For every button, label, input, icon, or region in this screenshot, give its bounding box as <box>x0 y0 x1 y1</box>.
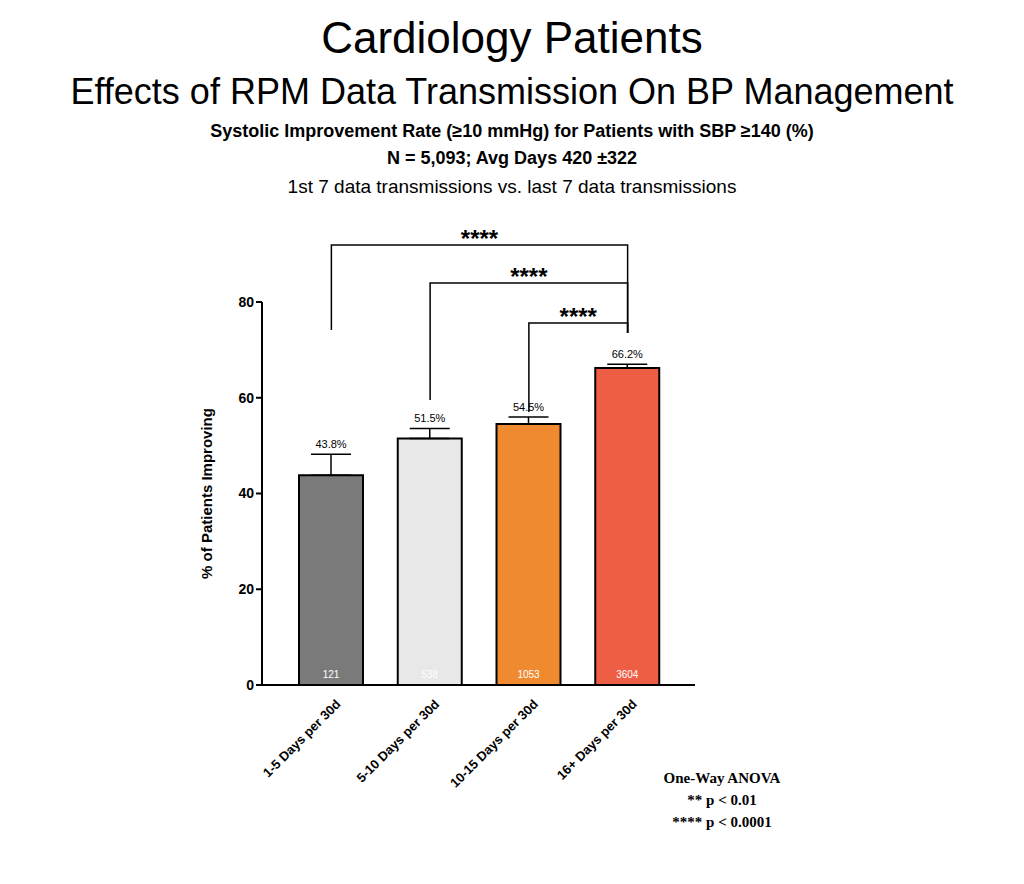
svg-text:One-Way ANOVA: One-Way ANOVA <box>664 770 781 786</box>
svg-text:****: **** <box>560 303 598 330</box>
svg-text:1st 7 data transmissions vs. l: 1st 7 data transmissions vs. last 7 data… <box>288 176 737 197</box>
svg-text:51.5%: 51.5% <box>414 412 445 424</box>
svg-text:121: 121 <box>323 669 340 680</box>
svg-text:16+ Days per 30d: 16+ Days per 30d <box>554 696 640 782</box>
svg-text:60: 60 <box>238 390 254 406</box>
svg-text:10-15 Days per 30d: 10-15 Days per 30d <box>447 696 541 790</box>
svg-text:20: 20 <box>238 581 254 597</box>
svg-text:****: **** <box>510 263 548 290</box>
svg-text:Cardiology Patients: Cardiology Patients <box>321 13 703 62</box>
svg-text:****: **** <box>461 225 499 252</box>
svg-text:% of Patients Improving: % of Patients Improving <box>198 408 215 579</box>
svg-text:80: 80 <box>238 294 254 310</box>
svg-text:Systolic Improvement Rate (≥10: Systolic Improvement Rate (≥10 mmHg) for… <box>210 121 814 141</box>
svg-text:**** p < 0.0001: **** p < 0.0001 <box>672 814 771 830</box>
svg-text:N = 5,093; Avg Days 420 ±322: N = 5,093; Avg Days 420 ±322 <box>387 148 637 168</box>
svg-text:1053: 1053 <box>517 669 540 680</box>
svg-text:43.8%: 43.8% <box>315 438 346 450</box>
svg-text:3604: 3604 <box>616 669 639 680</box>
svg-text:5-10 Days per 30d: 5-10 Days per 30d <box>353 696 442 785</box>
svg-text:54.5%: 54.5% <box>513 401 544 413</box>
svg-text:538: 538 <box>421 669 438 680</box>
svg-text:** p < 0.01: ** p < 0.01 <box>687 792 756 808</box>
svg-text:0: 0 <box>246 677 254 693</box>
svg-text:40: 40 <box>238 485 254 501</box>
svg-text:Effects of RPM Data Transmissi: Effects of RPM Data Transmission On BP M… <box>70 71 953 112</box>
svg-text:66.2%: 66.2% <box>612 348 643 360</box>
svg-text:1-5 Days per 30d: 1-5 Days per 30d <box>260 696 344 780</box>
